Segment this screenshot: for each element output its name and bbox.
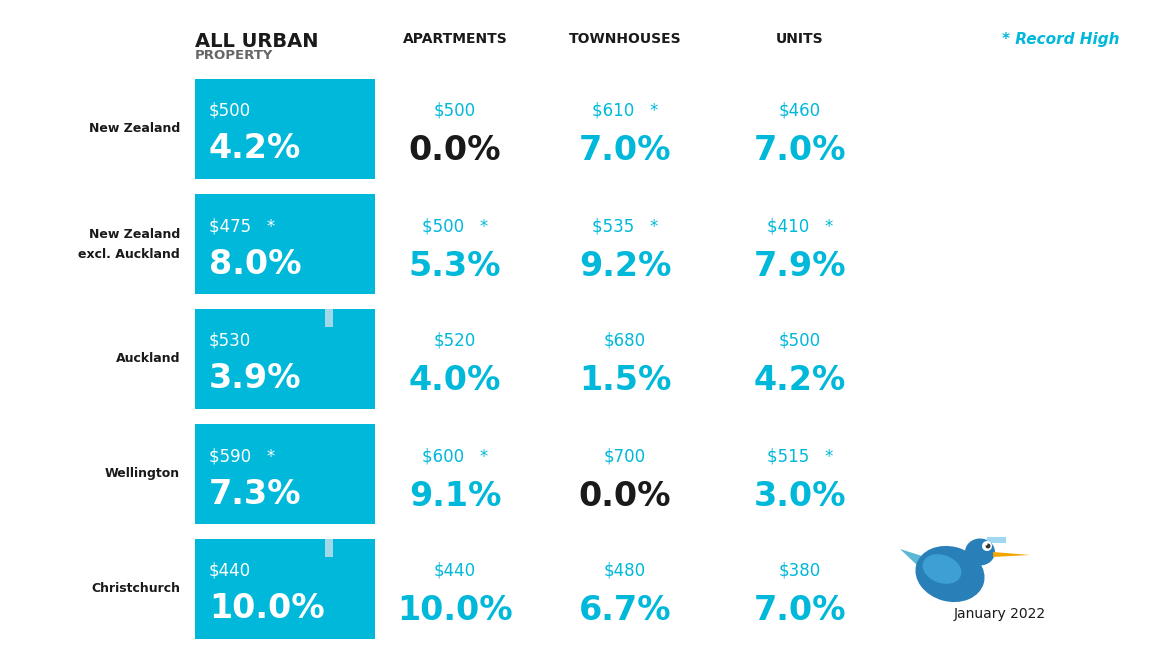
Text: $480: $480 [604, 562, 646, 580]
Text: UNITS: UNITS [776, 32, 824, 46]
Text: * Record High: * Record High [1002, 32, 1120, 47]
Text: 1.5%: 1.5% [578, 365, 672, 397]
Ellipse shape [982, 541, 992, 551]
Text: 4.2%: 4.2% [753, 365, 846, 397]
Text: $500: $500 [209, 102, 251, 120]
Text: January 2022: January 2022 [954, 607, 1046, 621]
Ellipse shape [916, 546, 985, 602]
Text: 0.0%: 0.0% [578, 480, 672, 513]
Text: TOWNHOUSES: TOWNHOUSES [569, 32, 681, 46]
Text: 7.0%: 7.0% [753, 594, 847, 628]
Text: 4.0%: 4.0% [409, 365, 501, 397]
Ellipse shape [985, 543, 991, 548]
Text: 10.0%: 10.0% [397, 594, 513, 628]
Text: $700: $700 [604, 447, 646, 465]
Text: 9.1%: 9.1% [409, 480, 501, 513]
Polygon shape [993, 552, 1030, 557]
Text: New Zealand: New Zealand [89, 123, 180, 136]
Text: Wellington: Wellington [105, 467, 180, 480]
Polygon shape [900, 549, 922, 566]
Text: $440: $440 [209, 562, 251, 580]
Text: $515   *: $515 * [767, 447, 833, 465]
Text: 7.0%: 7.0% [578, 134, 672, 167]
Text: $530: $530 [209, 332, 251, 350]
Text: 7.9%: 7.9% [753, 249, 847, 282]
FancyBboxPatch shape [195, 539, 376, 639]
Text: Christchurch: Christchurch [91, 583, 180, 596]
Text: $380: $380 [779, 562, 821, 580]
Text: $680: $680 [604, 332, 646, 350]
Text: 10.0%: 10.0% [209, 593, 325, 626]
Ellipse shape [923, 554, 962, 584]
Text: PROPERTY: PROPERTY [195, 49, 273, 62]
Text: 4.2%: 4.2% [209, 132, 302, 165]
Text: $410   *: $410 * [767, 217, 833, 235]
Text: $440: $440 [434, 562, 476, 580]
Ellipse shape [965, 539, 995, 565]
Text: excl. Auckland: excl. Auckland [78, 247, 180, 260]
FancyBboxPatch shape [325, 309, 333, 327]
Text: 8.0%: 8.0% [209, 247, 302, 280]
Text: 3.0%: 3.0% [753, 480, 847, 513]
Text: 0.0%: 0.0% [409, 134, 501, 167]
Text: $500: $500 [434, 102, 476, 120]
Text: 9.2%: 9.2% [578, 249, 672, 282]
Text: Auckland: Auckland [115, 352, 180, 365]
Text: $520: $520 [434, 332, 476, 350]
Text: $600   *: $600 * [422, 447, 488, 465]
Text: $590   *: $590 * [209, 447, 275, 465]
Text: $500   *: $500 * [422, 217, 488, 235]
FancyBboxPatch shape [195, 194, 376, 294]
Text: New Zealand: New Zealand [89, 228, 180, 241]
FancyBboxPatch shape [195, 309, 376, 409]
Text: 3.9%: 3.9% [209, 363, 302, 395]
Text: ALL URBAN: ALL URBAN [195, 32, 318, 51]
Text: $500: $500 [779, 332, 821, 350]
Text: $610   *: $610 * [592, 102, 658, 120]
Ellipse shape [985, 543, 987, 546]
Text: 7.3%: 7.3% [209, 478, 302, 511]
FancyBboxPatch shape [325, 539, 333, 557]
Text: 6.7%: 6.7% [578, 594, 672, 628]
Text: 7.0%: 7.0% [753, 134, 847, 167]
Text: $535   *: $535 * [592, 217, 658, 235]
Text: $475   *: $475 * [209, 217, 275, 235]
FancyBboxPatch shape [195, 79, 376, 179]
Text: $460: $460 [779, 102, 821, 120]
Text: 5.3%: 5.3% [409, 249, 501, 282]
Text: APARTMENTS: APARTMENTS [403, 32, 507, 46]
FancyBboxPatch shape [195, 424, 376, 524]
